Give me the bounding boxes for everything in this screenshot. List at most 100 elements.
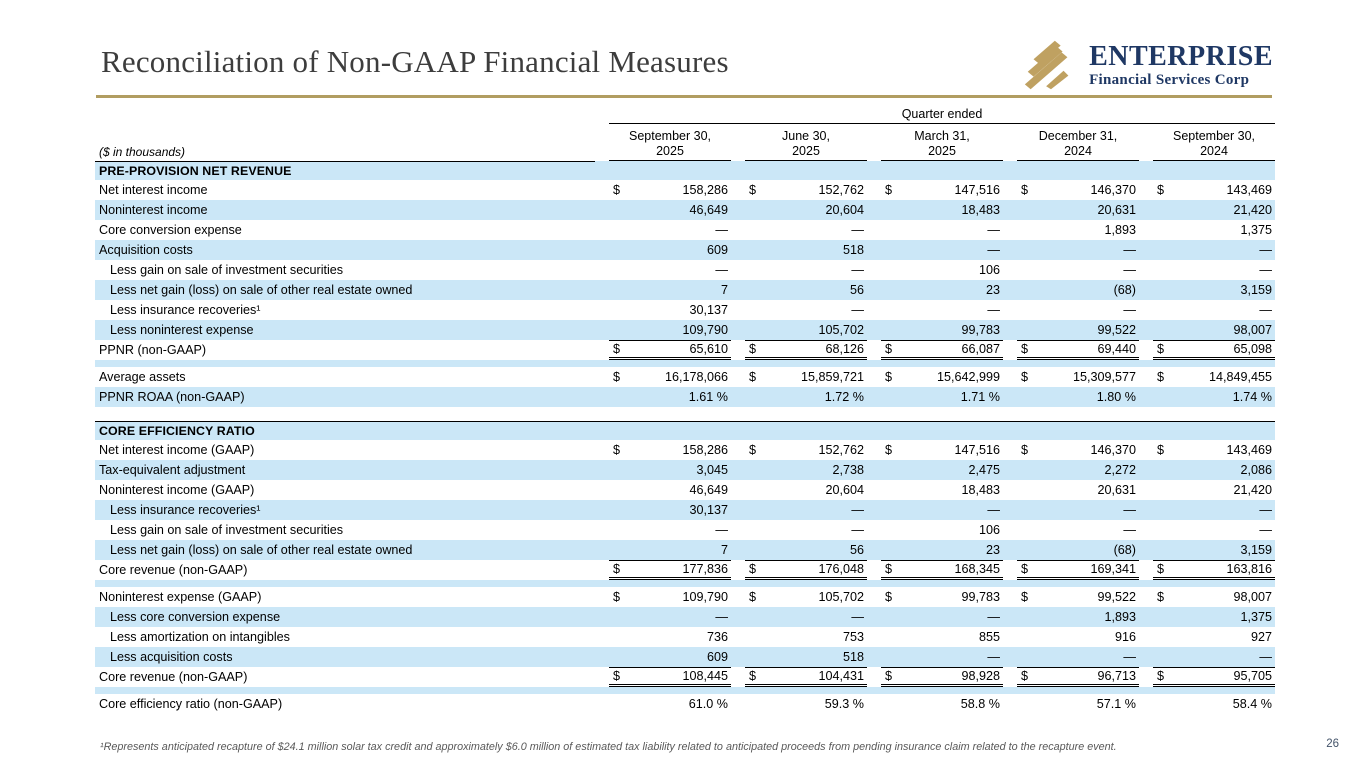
value-cell-inner: 753 (745, 628, 867, 647)
value-cell-inner: 916 (1017, 628, 1139, 647)
value-cell-q4: 3,159 (1139, 540, 1275, 560)
cell-value: 108,445 (682, 669, 728, 683)
value-cell-q1: — (731, 260, 867, 280)
value-cell-inner: $95,705 (1153, 667, 1275, 687)
cell-value: 15,309,577 (1072, 370, 1136, 384)
cell-value: 3,159 (1240, 283, 1272, 297)
dollar-sign: $ (613, 562, 621, 576)
cell-value: 68,126 (825, 342, 864, 356)
cell-value: 99,522 (1097, 590, 1136, 604)
value-cell-q2: 23 (867, 540, 1003, 560)
cell-value: 15,642,999 (936, 370, 1000, 384)
table-row: Noninterest expense (GAAP) $109,790 $105,7… (95, 587, 1275, 607)
value-cell-q2: 106 (867, 520, 1003, 540)
cell-value: 2,475 (968, 463, 1000, 477)
value-cell-inner: $65,098 (1153, 340, 1275, 360)
value-cell-inner: 99,522 (1017, 321, 1139, 340)
logo-name: ENTERPRISE (1089, 40, 1273, 72)
value-cell-inner: 855 (881, 628, 1003, 647)
spacer-row (95, 360, 1275, 367)
value-cell-inner: $15,309,577 (1017, 368, 1139, 387)
row-label: Net interest income (99, 183, 208, 197)
cell-value: 99,783 (961, 323, 1000, 337)
cell-value: — (1259, 523, 1272, 537)
value-cell-inner: $163,816 (1153, 560, 1275, 580)
cell-value: 95,705 (1233, 669, 1272, 683)
dollar-sign: $ (749, 669, 757, 683)
cell-value: 16,178,066 (664, 370, 728, 384)
cell-value: 146,370 (1090, 183, 1136, 197)
dollar-sign: $ (613, 342, 621, 356)
value-cell-q0: 609 (595, 240, 731, 260)
value-cell-q2: $147,516 (867, 440, 1003, 460)
value-cell-q2: — (867, 607, 1003, 627)
row-label: Core conversion expense (99, 223, 242, 237)
cell-value: 106 (978, 263, 1000, 277)
cell-value: — (715, 523, 728, 537)
value-cell-inner: 7 (609, 541, 731, 560)
value-cell-inner: — (881, 648, 1003, 667)
value-cell-q2: — (867, 647, 1003, 667)
cell-value: 2,086 (1240, 463, 1272, 477)
value-cell-inner: $168,345 (881, 560, 1003, 580)
table-row: Average assets $16,178,066 $15,859,721 $15,… (95, 367, 1275, 387)
column-header-label: December 31, 2024 (1017, 129, 1139, 161)
page-title: Reconciliation of Non-GAAP Financial Mea… (101, 44, 729, 79)
cell-value: 98,007 (1233, 590, 1272, 604)
value-cell-inner: 518 (745, 241, 867, 260)
value-cell-q2: 99,783 (867, 320, 1003, 340)
row-label: Less gain on sale of investment securiti… (110, 523, 344, 537)
cell-value: 152,762 (818, 443, 864, 457)
cell-value: 56 (849, 283, 864, 297)
row-label: Less insurance recoveries¹ (110, 303, 261, 317)
value-cell-inner: $15,642,999 (881, 368, 1003, 387)
value-cell-q0: 7 (595, 540, 731, 560)
dollar-sign: $ (1021, 590, 1029, 604)
value-cell-inner: $152,762 (745, 181, 867, 200)
spacer (95, 580, 1275, 587)
units-label: ($ in thousands) (95, 124, 595, 162)
cell-value: 46,649 (689, 203, 728, 217)
logo-subtitle: Financial Services Corp (1089, 71, 1250, 88)
table-row: Net interest income $158,286 $152,762 $147,… (95, 180, 1275, 200)
cell-value: 56 (849, 543, 864, 557)
value-cell-q3: 57.1 % (1003, 694, 1139, 714)
dollar-sign: $ (1021, 562, 1029, 576)
quarter-ended-label: Quarter ended (609, 107, 1275, 124)
row-label: Net interest income (GAAP) (99, 443, 255, 457)
value-cell-q1: $152,762 (731, 180, 867, 200)
value-cell-inner: 20,604 (745, 481, 867, 500)
value-cell-q2: 18,483 (867, 480, 1003, 500)
value-cell-q2: $168,345 (867, 560, 1003, 580)
value-cell-q3: — (1003, 647, 1139, 667)
table-row: Noninterest income 46,649 20,604 18,483 20,6… (95, 200, 1275, 220)
cell-value: 152,762 (818, 183, 864, 197)
cell-value: 158,286 (682, 183, 728, 197)
value-cell-q2: 106 (867, 260, 1003, 280)
dollar-sign: $ (1157, 590, 1165, 604)
cell-value: 1.61 % (688, 390, 728, 404)
value-cell-inner: 2,738 (745, 461, 867, 480)
value-cell-q4: 927 (1139, 627, 1275, 647)
cell-value: — (1123, 263, 1136, 277)
dollar-sign: $ (885, 370, 893, 384)
row-label: Less insurance recoveries¹ (95, 500, 595, 520)
value-cell-inner: $99,783 (881, 588, 1003, 607)
cell-value: 169,341 (1090, 562, 1136, 576)
cell-value: 143,469 (1226, 183, 1272, 197)
value-cell-q2: 1.71 % (867, 387, 1003, 407)
dollar-sign: $ (1157, 443, 1165, 457)
value-cell-inner: 1,375 (1153, 221, 1275, 240)
value-cell-q3: 1.80 % (1003, 387, 1139, 407)
row-label: Tax-equivalent adjustment (95, 460, 595, 480)
cell-value: — (851, 223, 864, 237)
value-cell-inner: $98,928 (881, 667, 1003, 687)
row-label: Core revenue (non-GAAP) (99, 563, 248, 577)
dollar-sign: $ (613, 443, 621, 457)
value-cell-q0: $158,286 (595, 440, 731, 460)
value-cell-inner: 61.0 % (609, 695, 731, 714)
column-header-0: September 30, 2025 (595, 124, 731, 161)
value-cell-inner: $158,286 (609, 441, 731, 460)
cell-value: 109,790 (682, 323, 728, 337)
value-cell-inner: 56 (745, 541, 867, 560)
